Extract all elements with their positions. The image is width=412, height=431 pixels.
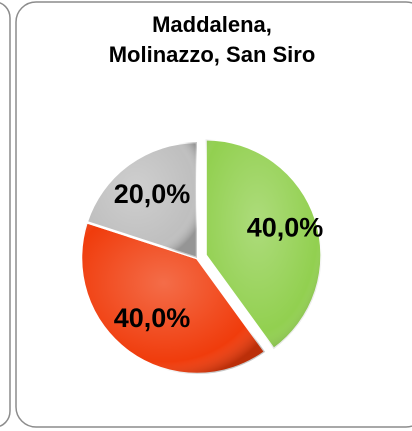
slice-shade (80, 222, 266, 375)
chart-title: Maddalena, (152, 12, 272, 37)
slice-shade (205, 139, 322, 350)
value-label: 40,0% (247, 213, 324, 243)
pie: 40,0% 40,0% 20,0% (79, 137, 324, 376)
slice-shade (86, 142, 197, 258)
chart-title: Molinazzo, San Siro (109, 42, 316, 67)
value-label: 40,0% (114, 303, 191, 333)
value-label: 20,0% (114, 179, 191, 209)
neighbor-panel (0, 2, 11, 427)
